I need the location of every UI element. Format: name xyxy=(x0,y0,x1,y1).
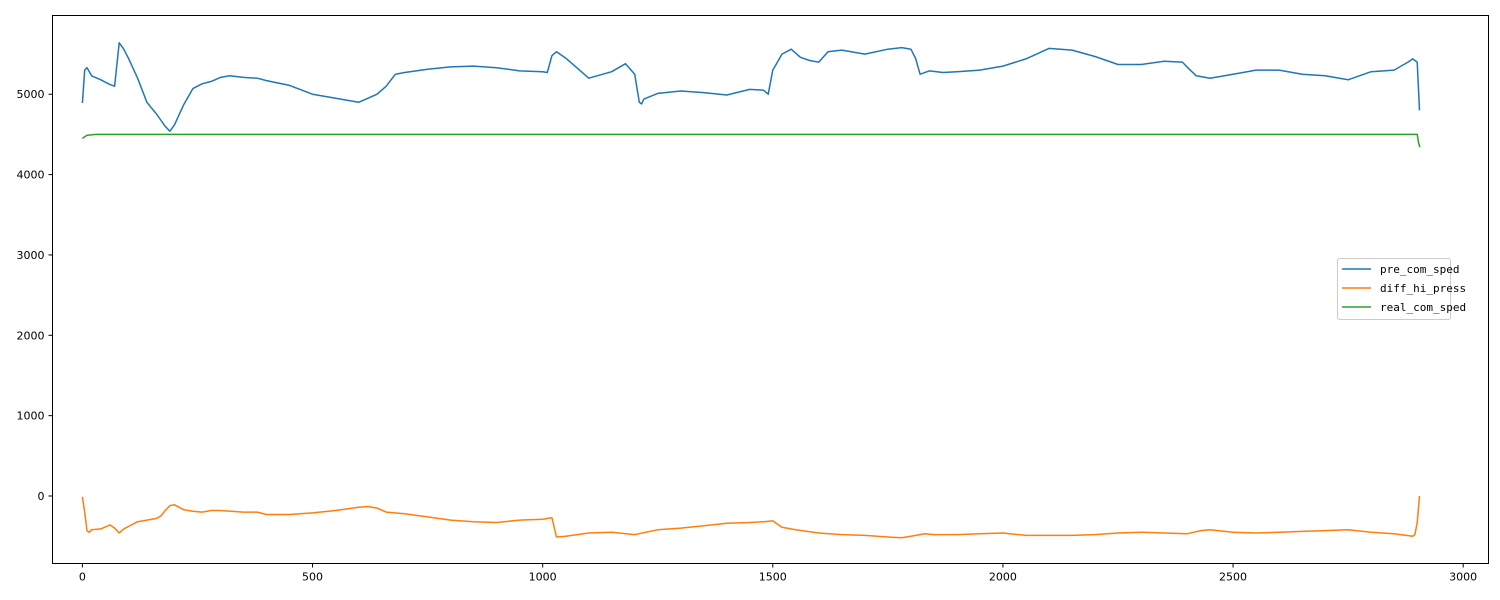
legend-label-real-com-sped: real_com_sped xyxy=(1380,301,1466,314)
y-tick-label: 4000 xyxy=(17,169,45,182)
plot-frame xyxy=(52,15,1489,564)
x-tick-label: 1500 xyxy=(759,571,787,584)
x-tick-label: 1000 xyxy=(529,571,557,584)
legend: pre_com_sped diff_hi_press real_com_sped xyxy=(1337,258,1466,320)
y-axis: 0 1000 2000 3000 4000 5000 xyxy=(17,88,53,503)
x-tick-label: 2500 xyxy=(1219,571,1247,584)
legend-label-pre-com-sped: pre_com_sped xyxy=(1380,263,1459,276)
series-line-diff-hi-press xyxy=(81,495,1421,539)
series-layer xyxy=(81,42,1421,539)
x-tick-label: 0 xyxy=(79,571,86,584)
y-tick-label: 3000 xyxy=(17,249,45,262)
x-tick-label: 500 xyxy=(302,571,323,584)
legend-box xyxy=(1337,258,1451,320)
y-tick-label: 2000 xyxy=(17,329,45,342)
x-tick-label: 3000 xyxy=(1449,571,1477,584)
y-tick-label: 0 xyxy=(38,490,45,503)
y-tick-label: 5000 xyxy=(17,88,45,101)
series-line-real-com-sped xyxy=(81,133,1421,148)
x-axis: 0 500 1000 1500 2000 2500 3000 xyxy=(79,563,1477,584)
x-tick-label: 2000 xyxy=(989,571,1017,584)
y-tick-label: 1000 xyxy=(17,410,45,423)
series-line-pre-com-sped xyxy=(81,42,1421,132)
legend-label-diff-hi-press: diff_hi_press xyxy=(1380,282,1466,295)
